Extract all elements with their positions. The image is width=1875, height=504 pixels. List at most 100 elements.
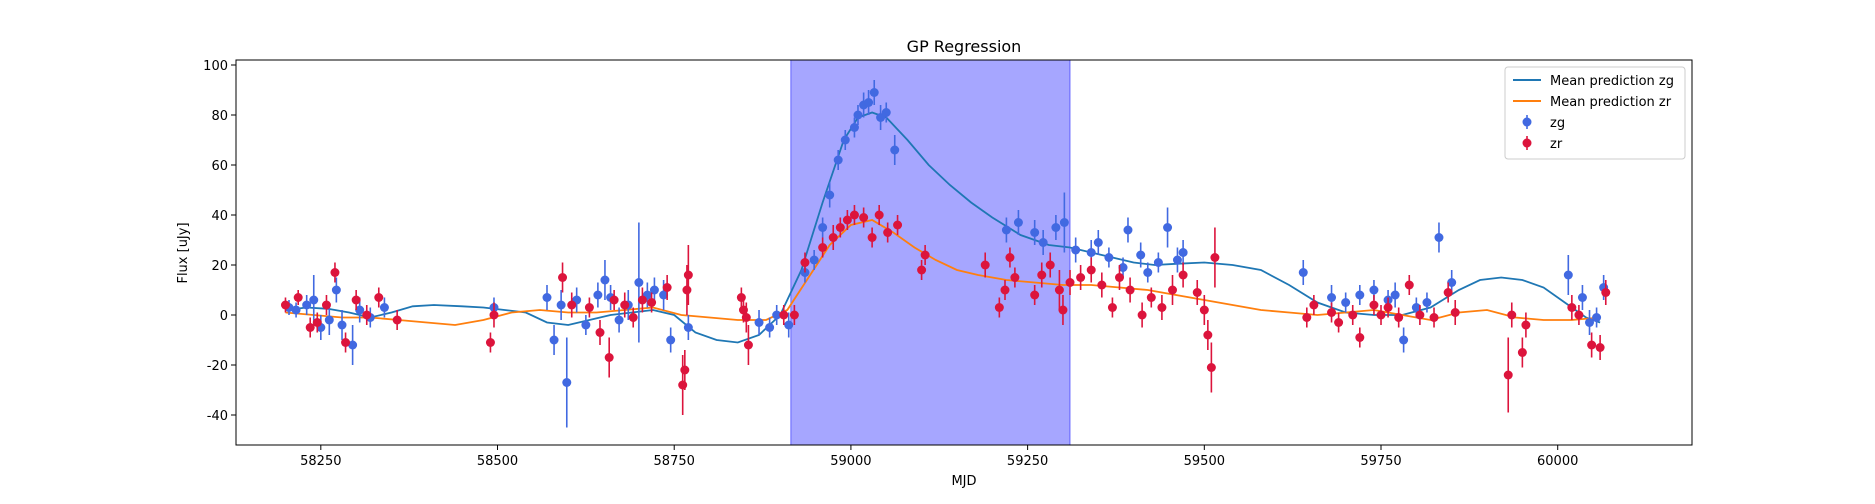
data-point-2-28 xyxy=(666,335,676,345)
data-point-3-12 xyxy=(489,310,499,320)
data-point-3-34 xyxy=(800,258,810,267)
data-point-3-88 xyxy=(1450,308,1460,317)
data-point-3-23 xyxy=(662,283,672,292)
x-tick-label-5: 59500 xyxy=(1184,454,1225,469)
data-point-2-49 xyxy=(1013,218,1023,227)
data-point-3-47 xyxy=(980,260,990,270)
data-point-3-2 xyxy=(305,323,315,332)
data-point-2-58 xyxy=(1118,263,1128,272)
data-point-2-38 xyxy=(833,155,843,165)
data-point-3-8 xyxy=(362,310,372,320)
data-point-2-63 xyxy=(1163,223,1173,232)
data-point-2-67 xyxy=(1327,293,1337,302)
y-tick-label-2: 0 xyxy=(220,309,228,324)
data-point-2-18 xyxy=(581,320,591,330)
data-point-3-17 xyxy=(604,353,614,362)
data-point-3-66 xyxy=(1157,303,1167,312)
data-point-3-89 xyxy=(1503,370,1513,380)
data-point-3-41 xyxy=(867,233,877,242)
legend-label-2: zg xyxy=(1550,116,1565,131)
data-point-3-38 xyxy=(842,215,852,225)
data-point-3-92 xyxy=(1521,320,1531,330)
data-point-3-82 xyxy=(1383,303,1393,312)
data-point-3-28 xyxy=(736,293,746,302)
data-point-2-19 xyxy=(593,290,603,300)
data-point-3-79 xyxy=(1355,333,1365,342)
y-tick-label-1: -20 xyxy=(207,359,228,374)
data-point-2-30 xyxy=(754,318,764,327)
data-point-3-70 xyxy=(1199,305,1209,315)
data-point-2-13 xyxy=(542,293,552,302)
data-point-2-44 xyxy=(869,88,879,97)
data-point-2-16 xyxy=(562,378,572,387)
data-point-2-61 xyxy=(1143,268,1153,277)
data-point-3-84 xyxy=(1404,280,1414,290)
data-point-2-56 xyxy=(1093,238,1103,247)
data-point-3-51 xyxy=(1010,273,1020,282)
data-point-3-30 xyxy=(741,313,751,322)
data-point-2-54 xyxy=(1071,245,1081,255)
data-point-2-1 xyxy=(291,305,301,315)
legend-label-0: Mean prediction zg xyxy=(1550,74,1674,89)
data-point-3-76 xyxy=(1327,308,1337,317)
x-tick-label-0: 58250 xyxy=(300,454,341,469)
data-point-3-49 xyxy=(1000,285,1010,295)
data-point-3-32 xyxy=(779,310,789,320)
data-point-3-11 xyxy=(485,338,495,347)
data-point-3-9 xyxy=(374,293,384,302)
data-point-3-65 xyxy=(1146,293,1156,302)
x-tick-label-6: 59750 xyxy=(1360,454,1401,469)
data-point-2-14 xyxy=(549,335,559,345)
data-point-3-86 xyxy=(1429,313,1439,322)
data-point-3-14 xyxy=(567,300,577,310)
data-point-3-77 xyxy=(1334,318,1344,327)
data-point-3-5 xyxy=(330,268,340,277)
data-point-3-31 xyxy=(743,340,753,350)
data-point-3-72 xyxy=(1206,363,1216,372)
x-tick-label-4: 59250 xyxy=(1007,454,1048,469)
data-point-2-11 xyxy=(379,303,389,312)
data-point-3-73 xyxy=(1210,253,1220,262)
data-point-2-65 xyxy=(1178,248,1188,257)
chart-title: GP Regression xyxy=(907,37,1022,56)
data-point-2-15 xyxy=(556,300,566,310)
data-point-2-66 xyxy=(1298,268,1308,277)
y-tick-label-4: 40 xyxy=(211,209,228,224)
plot-frame xyxy=(235,59,1693,446)
legend-label-3: zr xyxy=(1550,137,1563,152)
data-point-2-75 xyxy=(1422,298,1432,307)
data-point-3-59 xyxy=(1086,265,1096,275)
data-point-2-52 xyxy=(1051,223,1061,232)
x-tick-label-1: 58500 xyxy=(477,454,518,469)
legend-swatch-2 xyxy=(1522,117,1532,127)
y-tick-label-7: 100 xyxy=(203,59,228,74)
data-point-2-47 xyxy=(890,145,900,155)
data-point-2-50 xyxy=(1030,228,1040,237)
data-point-2-72 xyxy=(1390,290,1400,300)
data-point-3-37 xyxy=(835,223,845,232)
data-point-2-70 xyxy=(1369,285,1379,295)
data-point-2-68 xyxy=(1341,298,1351,307)
data-point-2-73 xyxy=(1399,335,1409,345)
data-point-3-13 xyxy=(558,273,568,282)
legend-box xyxy=(1504,66,1686,160)
data-point-3-61 xyxy=(1107,303,1117,312)
data-point-2-60 xyxy=(1136,250,1146,260)
data-point-3-68 xyxy=(1178,270,1188,280)
data-point-3-20 xyxy=(628,313,638,322)
data-point-3-15 xyxy=(584,303,594,312)
data-point-3-93 xyxy=(1567,303,1577,312)
data-point-2-36 xyxy=(818,223,828,232)
data-point-2-8 xyxy=(348,340,358,350)
y-tick-label-5: 60 xyxy=(211,159,228,174)
data-point-3-33 xyxy=(789,310,799,320)
data-point-2-5 xyxy=(324,315,334,325)
data-point-3-24 xyxy=(678,380,688,390)
data-point-3-64 xyxy=(1137,310,1147,320)
data-point-3-85 xyxy=(1415,310,1425,320)
y-tick-label-0: -40 xyxy=(207,409,228,424)
data-point-2-74 xyxy=(1411,303,1421,312)
data-point-3-75 xyxy=(1309,300,1319,310)
